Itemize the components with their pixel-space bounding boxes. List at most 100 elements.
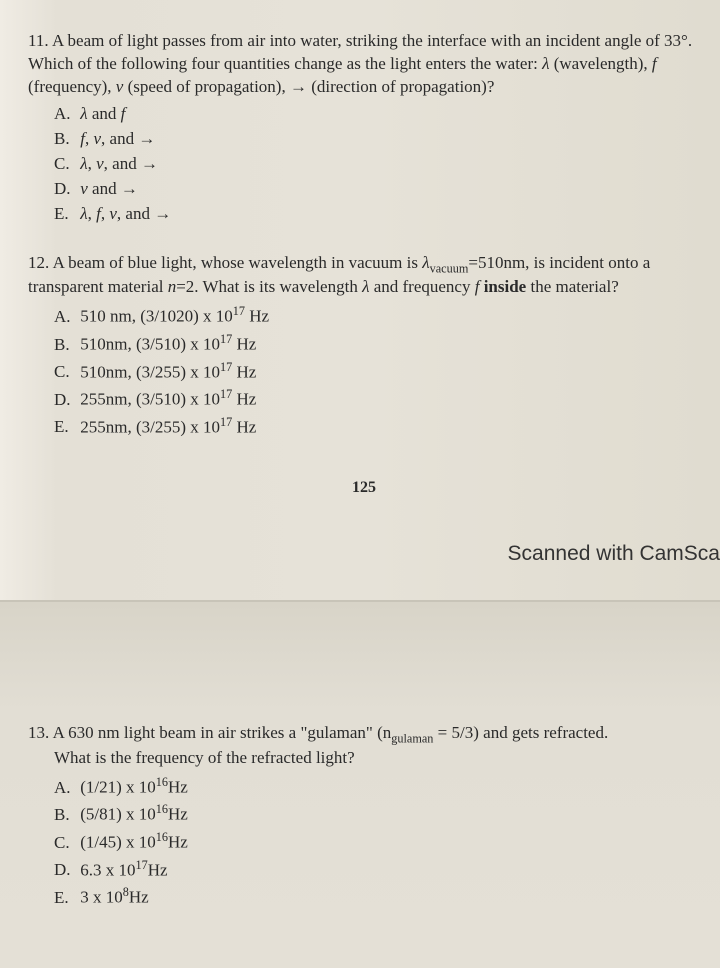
q12-option-b: B. 510nm, (3/510) x 1017 Hz [54,331,700,357]
opt-hz: Hz [232,362,256,381]
opt-text: 6.3 x 10 [80,860,135,879]
opt-label: C. [54,361,76,384]
opt-exp: 17 [220,360,232,374]
opt-hz: Hz [168,805,188,824]
opt-label: D. [54,178,76,201]
opt-label: A. [54,777,76,800]
opt-hz: Hz [232,390,256,409]
q11-option-a: A. λ and f [54,103,700,126]
q13-p3: What is the frequency of the refracted l… [54,748,355,767]
opt-exp: 16 [156,830,168,844]
q12-options: A. 510 nm, (3/1020) x 1017 Hz B. 510nm, … [28,303,700,439]
q13-option-a: A. (1/21) x 1016Hz [54,774,700,800]
opt-hz: Hz [148,860,168,879]
q12-option-e: E. 255nm, (3/255) x 1017 Hz [54,414,700,440]
opt-hz: Hz [168,833,188,852]
scanned-watermark: Scanned with CamSca [508,542,720,566]
q11-p5: (direction of propagation)? [307,77,494,96]
arrow-icon: → [138,129,155,148]
opt-text: (1/21) x 10 [80,778,156,797]
arrow-icon: → [121,179,138,198]
opt-text: λ [80,154,87,173]
q11-p4: (speed of propagation), [123,77,290,96]
q12-option-a: A. 510 nm, (3/1020) x 1017 Hz [54,303,700,329]
q12-sub-vac: vacuum [430,261,469,275]
opt-label: D. [54,859,76,882]
question-12: 12. A beam of blue light, whose waveleng… [28,252,700,440]
q12-text: A beam of blue light, whose wavelength i… [28,253,650,297]
page-bottom: 13. A 630 nm light beam in air strikes a… [0,600,720,968]
q13-options: A. (1/21) x 1016Hz B. (5/81) x 1016Hz C.… [28,774,700,910]
q12-p3: the material? [526,277,619,296]
q13-p2: = 5/3) and gets refracted. [433,723,608,742]
opt-text: , and [101,129,138,148]
opt-text: v [93,129,101,148]
question-13: 13. A 630 nm light beam in air strikes a… [28,722,700,910]
q11-option-b: B. f, v, and → [54,128,700,151]
opt-text: , [88,154,97,173]
q12-n: n [168,277,177,296]
opt-hz: Hz [232,417,256,436]
q12-option-c: C. 510nm, (3/255) x 1017 Hz [54,359,700,385]
opt-exp: 17 [220,415,232,429]
opt-text: 510nm, (3/255) x 10 [80,362,220,381]
opt-text: 510nm, (3/510) x 10 [80,335,220,354]
q13-option-c: C. (1/45) x 1016Hz [54,829,700,855]
q11-option-c: C. λ, v, and → [54,153,700,176]
q12-number: 12. [28,253,49,272]
q12-inside: inside [484,277,527,296]
opt-label: A. [54,306,76,329]
q13-number: 13. [28,723,49,742]
opt-text: and [88,104,121,123]
q11-options: A. λ and f B. f, v, and → C. λ, v, and →… [28,103,700,226]
opt-text: λ [80,204,87,223]
page-number: 125 [28,479,700,497]
q12-f: f [475,277,484,296]
opt-label: A. [54,103,76,126]
opt-text: and [88,179,121,198]
opt-exp: 17 [220,332,232,346]
q13-option-b: B. (5/81) x 1016Hz [54,801,700,827]
opt-label: E. [54,203,76,226]
opt-exp: 17 [220,387,232,401]
opt-label: C. [54,153,76,176]
q13-sub-g: gulaman [391,731,433,745]
q12-eq2: =2. What is its wavelength [176,277,362,296]
opt-text: 255nm, (3/255) x 10 [80,417,220,436]
opt-hz: Hz [245,307,269,326]
q11-p2: (wavelength), [549,54,651,73]
opt-exp: 16 [156,802,168,816]
arrow-icon: → [141,154,158,173]
q13-p1: A 630 nm light beam in air strikes a "gu… [53,723,392,742]
opt-text: v [80,179,88,198]
question-11: 11. A beam of light passes from air into… [28,30,700,226]
opt-text: (5/81) x 10 [80,805,156,824]
arrow-icon: → [154,204,171,223]
opt-text: f [121,104,126,123]
q13-option-d: D. 6.3 x 1017Hz [54,857,700,883]
opt-label: B. [54,334,76,357]
q12-p1: A beam of blue light, whose wavelength i… [53,253,423,272]
opt-text: v [109,204,117,223]
opt-text: , and [117,204,154,223]
q12-option-d: D. 255nm, (3/510) x 1017 Hz [54,386,700,412]
opt-exp: 16 [156,775,168,789]
opt-label: E. [54,887,76,910]
q11-option-d: D. v and → [54,178,700,201]
q13-option-e: E. 3 x 108Hz [54,884,700,910]
q12-p2: and frequency [369,277,474,296]
q11-number: 11. [28,31,49,50]
page-top: 11. A beam of light passes from air into… [0,0,720,600]
opt-label: E. [54,416,76,439]
opt-text: , [88,204,97,223]
opt-text: 255nm, (3/510) x 10 [80,390,220,409]
opt-text: , and [104,154,141,173]
q13-text: A 630 nm light beam in air strikes a "gu… [53,723,609,742]
opt-hz: Hz [168,778,188,797]
opt-text: λ [80,104,87,123]
opt-text: 3 x 10 [80,888,123,907]
opt-exp: 17 [233,304,245,318]
q13-body: What is the frequency of the refracted l… [28,747,700,770]
q12-lam: λ [422,253,429,272]
opt-text: 510 nm, (3/1020) x 10 [80,307,233,326]
